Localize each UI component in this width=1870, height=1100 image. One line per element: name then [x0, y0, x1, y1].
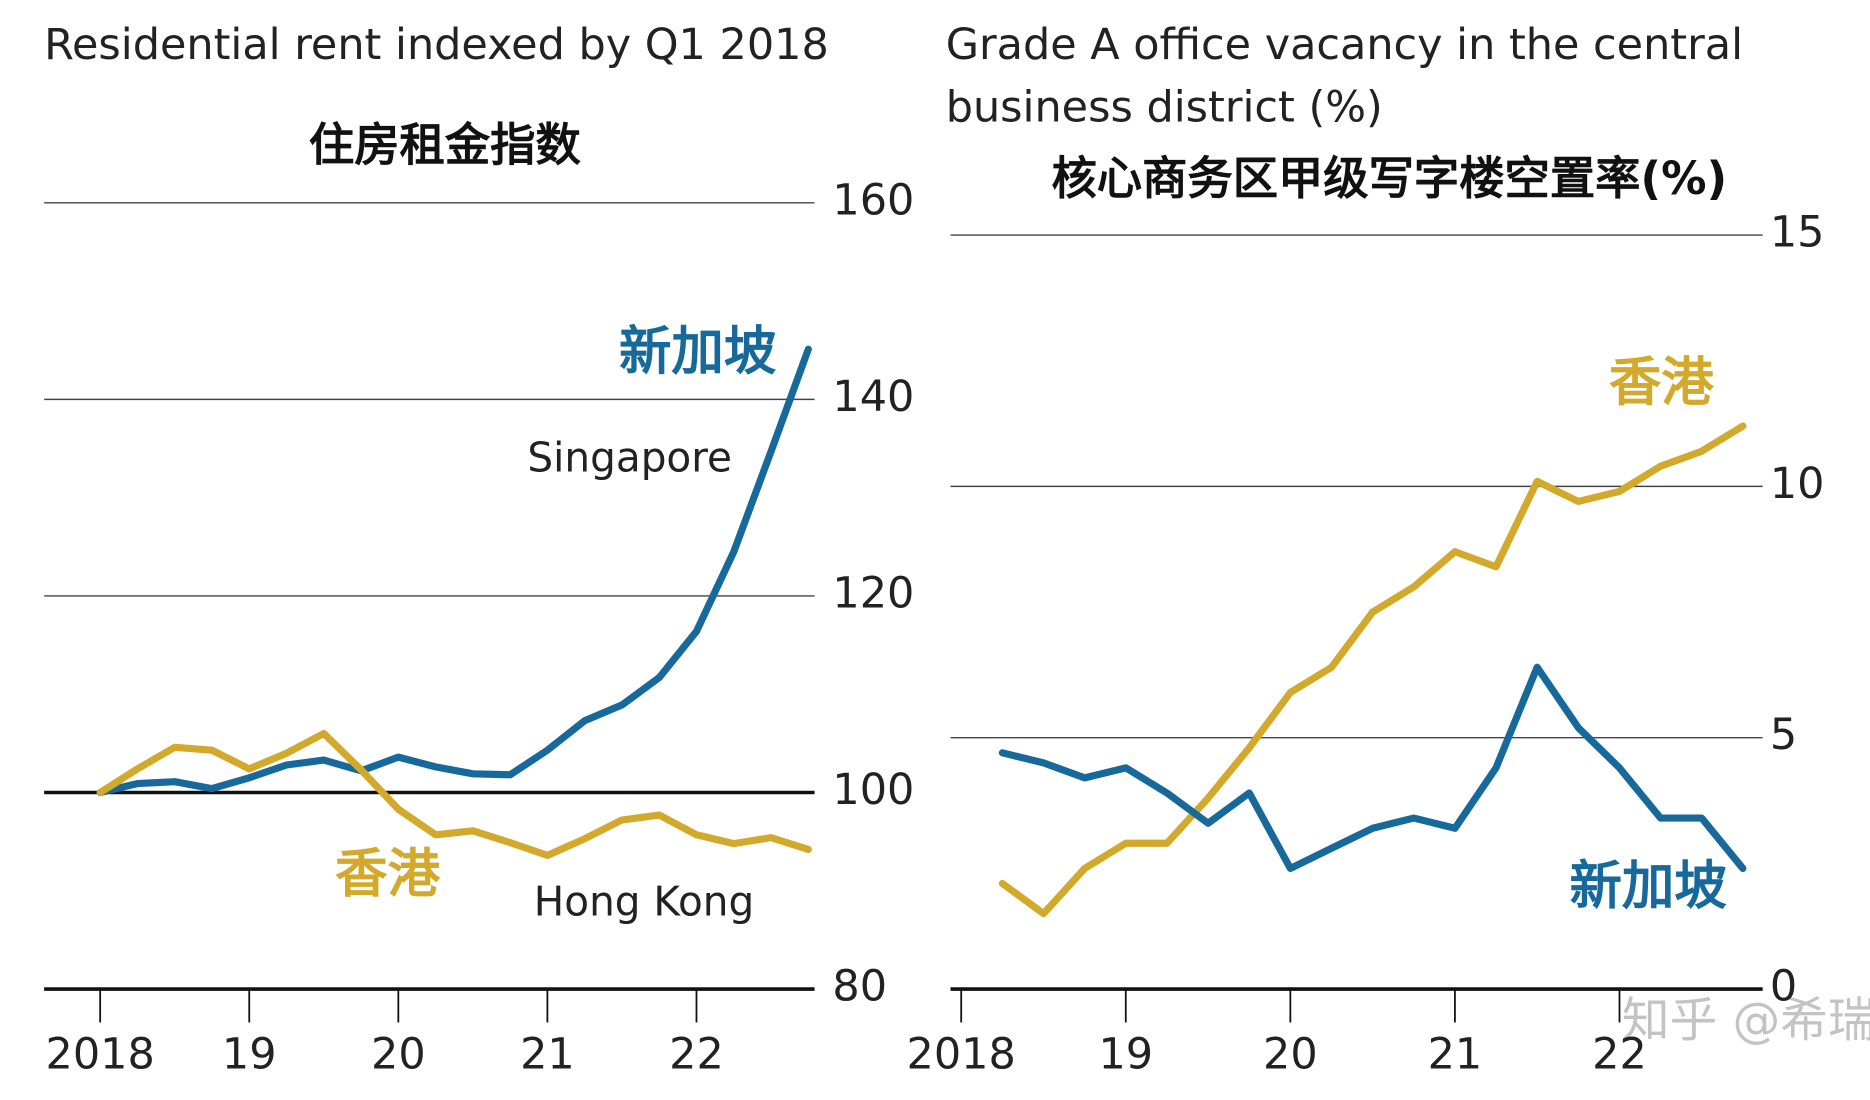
line-series [96, 729, 812, 860]
series-label-zh: 香港 [335, 844, 440, 905]
y-tick-label: 5 [1770, 710, 1797, 760]
x-tick-label: 21 [520, 1030, 575, 1080]
y-tick-label: 140 [832, 372, 914, 422]
chart-subtitle: 住房租金指数 [309, 118, 582, 171]
series-label-zh: 新加坡 [619, 321, 777, 382]
x-tick-label: 20 [1263, 1030, 1318, 1080]
y-tick-label: 15 [1770, 208, 1825, 258]
y-tick-label: 100 [832, 765, 914, 815]
x-tick-label: 2018 [907, 1030, 1016, 1080]
watermark: 知乎 @希瑞归来 [1622, 994, 1870, 1049]
series-label: Hong Kong [534, 877, 754, 925]
x-tick-label: 2018 [46, 1030, 155, 1080]
chart-title: Grade A office vacancy in the central [946, 20, 1743, 70]
x-tick-label: 19 [222, 1030, 277, 1080]
line-series [998, 422, 1747, 918]
x-tick-label: 21 [1428, 1030, 1483, 1080]
chart-title: business district (%) [946, 82, 1383, 132]
x-tick-label: 19 [1098, 1030, 1153, 1080]
line-series [998, 663, 1747, 873]
x-tick-label: 22 [1592, 1030, 1647, 1080]
x-tick-label: 20 [371, 1030, 426, 1080]
y-tick-label: 10 [1770, 459, 1825, 509]
chart-title: Residential rent indexed by Q1 2018 [44, 20, 829, 70]
y-tick-label: 120 [832, 568, 914, 618]
series-label: Singapore [527, 434, 732, 482]
y-tick-label: 0 [1770, 962, 1797, 1012]
series-label-zh: 新加坡 [1569, 855, 1727, 916]
y-tick-label: 160 [832, 175, 914, 225]
line-series [96, 345, 812, 797]
chart-subtitle: 核心商务区甲级写字楼空置率(%) [1052, 152, 1728, 205]
series-label-zh: 香港 [1609, 352, 1714, 413]
y-tick-label: 80 [832, 962, 887, 1012]
x-tick-label: 22 [669, 1030, 724, 1080]
